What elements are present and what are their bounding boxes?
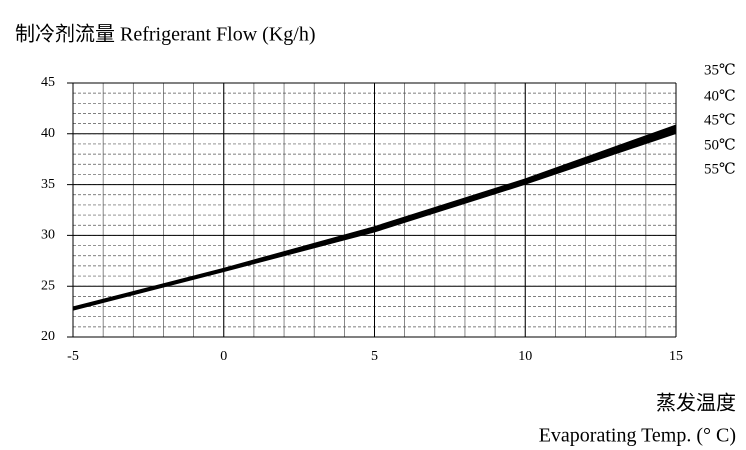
y-tick-label: 35 — [41, 177, 55, 192]
legend-label: 55℃ — [704, 161, 736, 177]
y-tick-label: 40 — [41, 126, 55, 141]
y-tick-label: 25 — [41, 278, 55, 293]
chart-title: 制冷剂流量 Refrigerant Flow (Kg/h) — [15, 23, 316, 46]
x-axis-label: 蒸发温度 — [656, 392, 736, 415]
x-tick-label: 0 — [220, 349, 227, 364]
legend-label: 40℃ — [704, 88, 736, 104]
x-tick-label: -5 — [67, 349, 79, 364]
legend-label: 45℃ — [704, 112, 736, 128]
y-tick-label: 20 — [41, 329, 55, 344]
y-tick-label: 45 — [41, 75, 55, 90]
x-tick-label: 5 — [371, 349, 378, 364]
x-axis-label: Evaporating Temp. (° C) — [539, 425, 736, 447]
legend-label: 35℃ — [704, 62, 736, 78]
y-tick-label: 30 — [41, 228, 55, 243]
legend-label: 50℃ — [704, 137, 736, 153]
x-tick-label: 10 — [518, 349, 532, 364]
series-line — [72, 131, 677, 311]
x-tick-label: 15 — [669, 349, 683, 364]
